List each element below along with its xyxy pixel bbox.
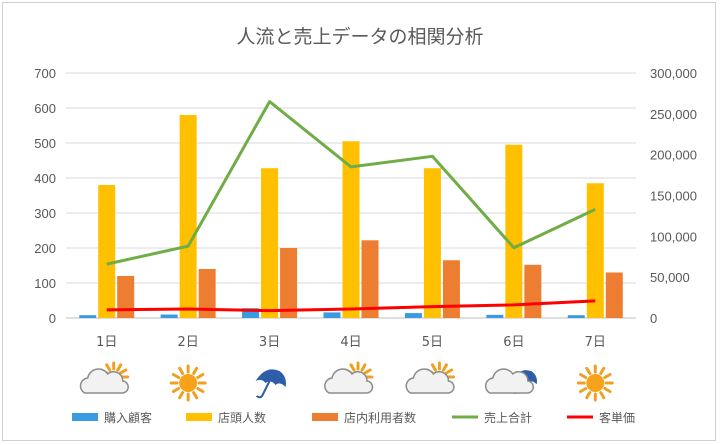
x-axis: 1日 2日 3日 4日 5日 6日 7日 [96, 335, 606, 350]
bar [404, 313, 422, 318]
bar [179, 115, 197, 318]
cloud-sun-icon [324, 361, 374, 394]
x-tick-label: 4日 [340, 335, 361, 350]
bar [198, 269, 216, 318]
bar [486, 314, 504, 318]
bar [361, 240, 379, 318]
legend: 購入顧客 店頭人数 店内利用者数 売上合計 客単価 [72, 410, 635, 425]
x-tick-label: 1日 [96, 335, 117, 350]
bar [567, 315, 585, 318]
y-left-tick-label: 200 [34, 241, 56, 256]
bar [605, 272, 623, 318]
bar [160, 314, 178, 318]
y-left-tick-label: 300 [34, 206, 56, 221]
bar [323, 312, 341, 318]
y-axis-right: 0 50,000 100,000 150,000 200,000 250,000 300,0… [650, 66, 697, 326]
y-left-tick-label: 100 [34, 276, 56, 291]
legend-label: 客単価 [599, 410, 635, 425]
legend-label: 店頭人数 [218, 410, 266, 425]
x-tick-label: 6日 [503, 335, 524, 350]
y-left-tick-label: 0 [49, 311, 56, 326]
cloud-umbrella-icon [484, 368, 537, 394]
y-right-tick-label: 200,000 [650, 148, 697, 163]
legend-item: 店頭人数 [186, 410, 266, 425]
sun-icon [576, 364, 614, 402]
legend-label: 売上合計 [484, 410, 532, 425]
legend-item: 購入顧客 [72, 410, 152, 425]
y-right-tick-label: 300,000 [650, 66, 697, 81]
bar [280, 248, 298, 318]
chart-title: 人流と売上データの相関分析 [236, 26, 483, 48]
legend-item: 客単価 [567, 410, 635, 425]
legend-swatch [312, 413, 338, 421]
bar [442, 260, 460, 318]
bar [524, 264, 542, 318]
x-tick-label: 2日 [178, 335, 199, 350]
legend-swatch [72, 413, 98, 421]
y-right-tick-label: 250,000 [650, 107, 697, 122]
legend-item: 店内利用者数 [312, 410, 416, 425]
y-right-tick-label: 100,000 [650, 229, 697, 244]
weather-row [79, 361, 614, 402]
y-left-tick-label: 500 [34, 136, 56, 151]
legend-label: 購入顧客 [104, 410, 152, 425]
bar [423, 168, 441, 318]
series-line [106, 299, 596, 313]
y-axis-left: 0 100 200 300 400 500 600 700 [34, 66, 56, 326]
sun-icon [169, 364, 207, 402]
bar [586, 183, 604, 318]
bar [79, 315, 97, 318]
bar [505, 144, 523, 318]
bar [342, 141, 360, 318]
umbrella-icon [255, 369, 286, 399]
y-left-tick-label: 700 [34, 66, 56, 81]
series-line [106, 100, 596, 266]
cloud-sun-icon [405, 361, 455, 394]
bar [261, 168, 279, 318]
bars [79, 115, 623, 318]
bar [242, 308, 260, 318]
y-right-tick-label: 50,000 [650, 270, 690, 285]
y-right-tick-label: 0 [650, 311, 657, 326]
x-tick-label: 3日 [259, 335, 280, 350]
legend-swatch [186, 413, 212, 421]
y-left-tick-label: 600 [34, 101, 56, 116]
x-tick-label: 7日 [585, 335, 606, 350]
y-right-tick-label: 150,000 [650, 189, 697, 204]
y-left-tick-label: 400 [34, 171, 56, 186]
cloud-sun-icon [79, 361, 130, 394]
x-tick-label: 5日 [422, 335, 443, 350]
legend-item: 売上合計 [452, 410, 532, 425]
legend-label: 店内利用者数 [344, 410, 416, 425]
lines [106, 100, 596, 313]
bar [117, 276, 135, 318]
bar [98, 185, 116, 318]
